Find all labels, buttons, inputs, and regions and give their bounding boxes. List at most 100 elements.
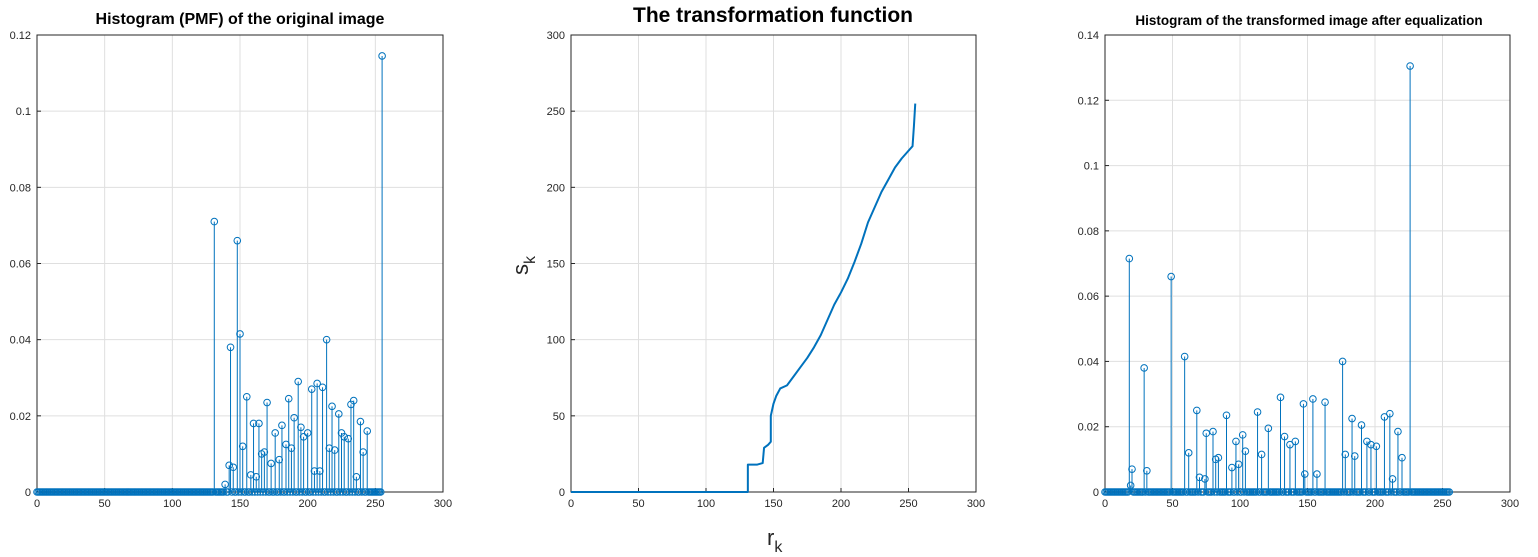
stem-marker (1180, 352, 1189, 361)
stem-marker (1386, 409, 1394, 418)
stem-marker (1241, 447, 1250, 455)
x-tick-label: 200 (1366, 498, 1384, 510)
stem-marker (275, 455, 284, 464)
stem-marker (1167, 272, 1175, 281)
stem-marker (311, 488, 320, 496)
stem-marker (1222, 411, 1231, 420)
stem-marker (1184, 449, 1193, 457)
stem-marker (1394, 427, 1402, 436)
stem-marker (1193, 406, 1201, 415)
stem-marker (1195, 473, 1204, 482)
stem-marker (324, 488, 332, 496)
stem-marker (1140, 364, 1148, 372)
stem-marker (1279, 488, 1287, 496)
stem-marker (1257, 450, 1266, 459)
y-axis-label-main: s (508, 264, 533, 275)
stem-marker (376, 488, 385, 496)
stem-marker (1350, 452, 1359, 460)
stem-marker (303, 429, 312, 437)
chart-histogram-equalized: Histogram of the transformed image after… (1078, 13, 1520, 510)
y-axis-label: sk (508, 255, 539, 275)
x-tick-label: 150 (764, 498, 782, 510)
stem-marker (1367, 440, 1375, 449)
stem-marker (1387, 488, 1395, 496)
stem-marker (1388, 475, 1397, 483)
y-tick-label: 0.1 (16, 106, 31, 118)
stem-marker (1338, 357, 1347, 366)
stem-marker (1194, 488, 1202, 496)
stem-marker (1201, 475, 1209, 483)
stem-marker (293, 488, 301, 496)
stem-marker (1209, 427, 1217, 436)
y-tick-label: 300 (547, 30, 565, 42)
stem-marker (225, 461, 233, 470)
stem-marker (290, 413, 298, 422)
stem-marker (344, 434, 353, 443)
y-axis-label-subscript: k (522, 255, 539, 264)
y-tick-label: 0.08 (1078, 226, 1099, 238)
x-tick-label: 50 (99, 498, 111, 510)
stem-marker (260, 448, 269, 456)
stem-marker (271, 429, 279, 437)
y-tick-label: 250 (547, 106, 565, 118)
stem-marker (359, 448, 367, 456)
stem-marker (1321, 398, 1329, 407)
stem-marker (1232, 437, 1240, 446)
stem-marker (1202, 429, 1211, 438)
stem-marker (1238, 431, 1247, 439)
stem-marker (278, 421, 286, 430)
y-tick-label: 0.06 (1078, 291, 1099, 303)
stem-marker (313, 379, 321, 388)
stem-marker (256, 488, 265, 496)
x-tick-label: 300 (1501, 498, 1519, 510)
stem-marker (1228, 463, 1236, 472)
stem-marker (1301, 470, 1309, 478)
stem-marker (325, 444, 334, 453)
y-tick-label: 0.1 (1084, 161, 1099, 173)
stem-marker (1264, 424, 1273, 433)
x-tick-label: 200 (298, 498, 316, 510)
stem-marker (1356, 488, 1364, 496)
chart-title: The transformation function (633, 4, 913, 27)
x-tick-label: 50 (1166, 498, 1178, 510)
stem-marker (284, 394, 293, 403)
stem-marker (232, 488, 240, 496)
stem-marker (1128, 465, 1136, 473)
stem-marker (249, 419, 258, 428)
stem-marker (1291, 437, 1300, 446)
x-tick-label: 250 (899, 498, 917, 510)
stem-marker (343, 488, 351, 496)
stem-marker (1125, 254, 1134, 263)
chart-title: Histogram of the transformed image after… (1135, 13, 1482, 28)
stem-marker (299, 432, 308, 441)
stem-marker (1379, 488, 1387, 496)
stem-marker (306, 488, 315, 496)
stem-marker (221, 480, 229, 489)
stem-marker (280, 488, 289, 496)
stem-marker (328, 402, 336, 411)
x-tick-label: 100 (697, 498, 715, 510)
stem-marker (247, 471, 255, 479)
chart-transformation-function: The transformation function 0 50 100 150 200… (508, 4, 985, 556)
stem-marker (263, 398, 271, 407)
stem-marker (1143, 466, 1151, 475)
stem-marker (1406, 62, 1414, 70)
stem-marker (210, 217, 219, 226)
stem-marker (316, 467, 324, 475)
y-tick-label: 0 (25, 487, 31, 499)
stem-marker (318, 383, 327, 392)
stem-marker (330, 446, 339, 454)
x-tick-label: 250 (366, 498, 384, 510)
x-tick-label: 200 (832, 498, 850, 510)
y-tick-label: 0.12 (10, 30, 31, 42)
x-axis-label-main: r (767, 525, 774, 550)
stem-marker (309, 488, 317, 496)
stem-marker (349, 396, 358, 405)
stem-marker (1299, 400, 1308, 408)
stem-marker (333, 488, 342, 496)
stem-marker (245, 488, 254, 496)
x-axis-label: rk (767, 525, 783, 556)
stem-marker (356, 417, 365, 426)
stem-marker (251, 488, 259, 496)
